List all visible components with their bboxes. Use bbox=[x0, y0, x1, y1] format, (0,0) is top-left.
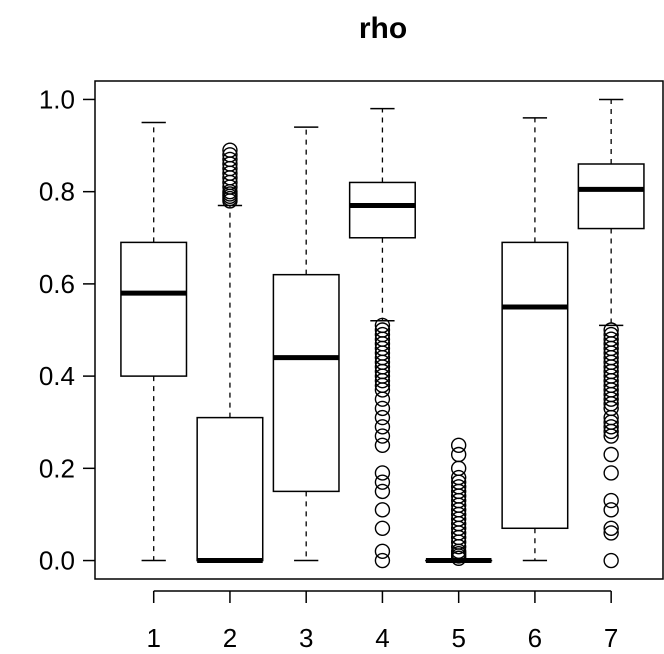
chart-title: rho bbox=[359, 12, 407, 45]
y-tick-label: 0.8 bbox=[39, 177, 75, 207]
outlier-point bbox=[374, 382, 391, 398]
boxes bbox=[120, 98, 645, 569]
outlier-point bbox=[374, 502, 391, 518]
outlier-point bbox=[374, 520, 391, 536]
outlier-point bbox=[603, 492, 619, 509]
box-2 bbox=[196, 142, 264, 564]
y-tick-label: 0.2 bbox=[39, 453, 75, 483]
outlier-point bbox=[450, 460, 467, 477]
outlier-point bbox=[374, 428, 391, 444]
outlier-point bbox=[603, 446, 619, 463]
y-tick-label: 0.6 bbox=[39, 269, 75, 299]
outlier-point bbox=[374, 437, 391, 453]
outlier-point bbox=[450, 446, 467, 463]
x-tick-label: 2 bbox=[223, 623, 237, 653]
outlier-point bbox=[603, 502, 619, 518]
y-tick-label: 0.4 bbox=[39, 361, 75, 391]
outlier-point bbox=[603, 423, 619, 440]
x-tick-label: 7 bbox=[604, 623, 618, 653]
box-1 bbox=[120, 121, 188, 562]
x-tick-label: 5 bbox=[451, 623, 465, 653]
y-tick-label: 1.0 bbox=[39, 84, 75, 114]
box-6 bbox=[501, 117, 569, 562]
y-axis: 0.0 0.2 0.4 0.6 0.8 1.0 bbox=[39, 84, 95, 576]
box-body bbox=[577, 163, 645, 230]
outlier-point bbox=[374, 400, 391, 417]
outlier-point bbox=[222, 147, 238, 163]
outlier-point bbox=[374, 552, 391, 569]
x-axis: 1 2 3 4 5 6 7 bbox=[146, 590, 618, 653]
outlier-point bbox=[603, 465, 619, 481]
outlier-point bbox=[374, 474, 391, 490]
outlier-point bbox=[374, 373, 391, 389]
outlier-point bbox=[603, 520, 619, 536]
x-tick-label: 1 bbox=[146, 623, 160, 653]
box-body bbox=[196, 416, 264, 562]
outlier-point bbox=[603, 391, 619, 407]
x-tick-label: 4 bbox=[375, 623, 389, 653]
outlier-point bbox=[374, 391, 391, 407]
outlier-point bbox=[374, 543, 391, 560]
box-body bbox=[120, 241, 188, 377]
outlier-point bbox=[603, 428, 619, 444]
box-body bbox=[348, 181, 416, 239]
outlier-point bbox=[450, 479, 467, 495]
y-tick-label: 0.0 bbox=[39, 546, 75, 576]
outlier-point bbox=[603, 525, 619, 541]
box-body bbox=[501, 241, 569, 530]
outlier-point bbox=[222, 151, 238, 168]
box-7 bbox=[577, 98, 645, 569]
outlier-point bbox=[374, 409, 391, 426]
outlier-point bbox=[222, 142, 238, 158]
plot-frame bbox=[94, 80, 664, 580]
box-body bbox=[272, 273, 340, 493]
outlier-point bbox=[450, 469, 467, 486]
outlier-point bbox=[374, 419, 391, 435]
outlier-point bbox=[374, 483, 391, 500]
box-4 bbox=[348, 107, 416, 569]
outlier-point bbox=[450, 437, 467, 453]
outlier-point bbox=[374, 465, 391, 481]
outlier-point bbox=[603, 552, 619, 569]
box-5 bbox=[425, 437, 493, 566]
x-tick-label: 6 bbox=[528, 623, 542, 653]
box-3 bbox=[272, 126, 340, 562]
outlier-point bbox=[603, 419, 619, 435]
x-tick-label: 3 bbox=[299, 623, 313, 653]
